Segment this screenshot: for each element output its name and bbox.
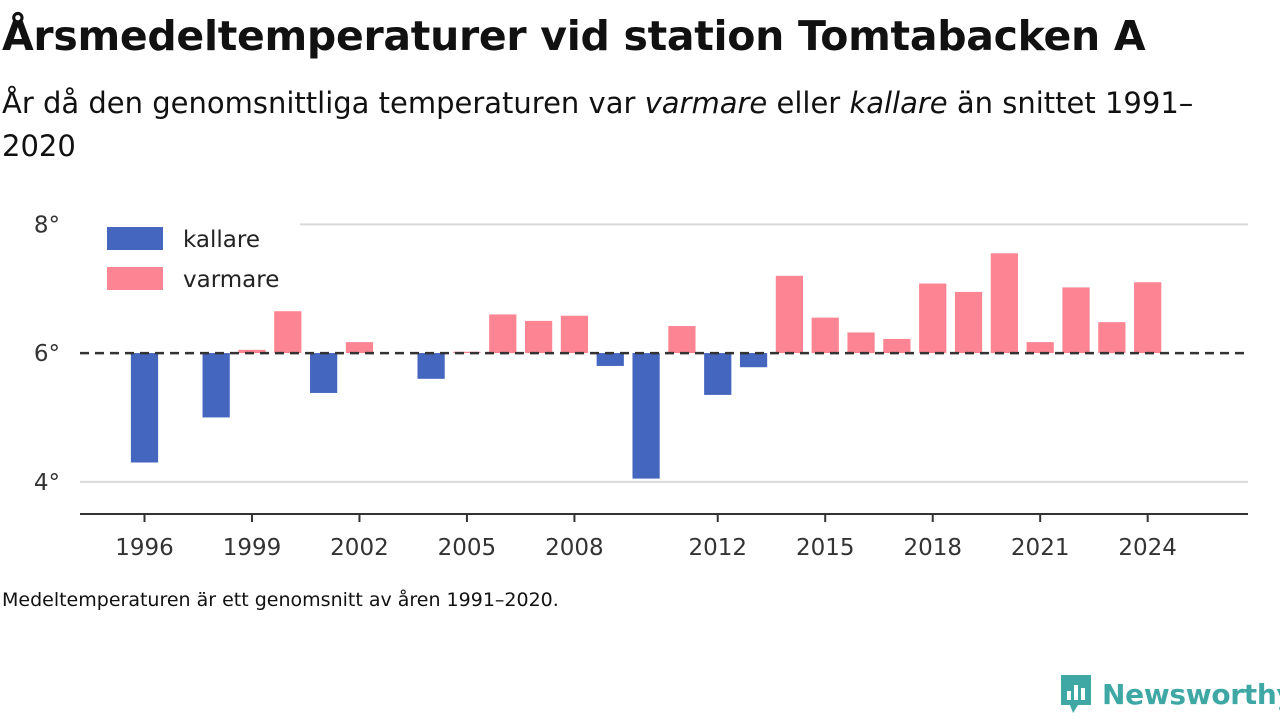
brand-logo: Newsworthy	[1058, 672, 1280, 716]
bars	[130, 253, 1162, 479]
legend-label-varmare: varmare	[183, 267, 279, 293]
x-tick-label-1996: 1996	[115, 535, 174, 561]
brand-name: Newsworthy	[1102, 677, 1280, 711]
y-axis-labels: 4° 6° 8°	[34, 212, 60, 496]
x-tick-label-2018: 2018	[903, 535, 962, 561]
subtitle-part-3: än snittet 1991–2020	[2, 86, 1194, 163]
bar-1999	[238, 349, 266, 354]
x-tick-label-2024: 2024	[1118, 535, 1177, 561]
bar-chart: 1996 1999 2002 2005 2008 2012 2015 2018 2021 2024…	[34, 212, 1248, 561]
bar-2004	[417, 353, 445, 379]
bar-2002	[345, 342, 374, 354]
x-tick-label-2021: 2021	[1011, 535, 1070, 561]
x-tick-label-2008: 2008	[545, 535, 604, 561]
subtitle-part-1: År då den genomsnittliga temperaturen va…	[2, 86, 645, 120]
bar-2011	[668, 326, 696, 354]
subtitle-cold-word: kallare	[849, 86, 948, 120]
x-axis: 1996 1999 2002 2005 2008 2012 2015 2018 2021 2024	[80, 513, 1248, 561]
bar-2024	[1134, 282, 1162, 354]
bar-2017	[883, 338, 911, 354]
legend-swatch-varmare	[107, 267, 163, 290]
bar-2012	[704, 353, 732, 395]
bar-2013	[739, 353, 768, 368]
legend-label-kallare: kallare	[183, 227, 260, 253]
bar-2018	[919, 283, 947, 354]
legend-swatch-kallare	[107, 227, 163, 250]
y-tick-label-8: 8°	[34, 212, 60, 238]
grid-lines	[80, 223, 1248, 483]
bar-2015	[811, 317, 839, 354]
chart-subtitle: År då den genomsnittliga temperaturen va…	[2, 82, 1222, 168]
x-tick-label-2005: 2005	[438, 535, 497, 561]
bar-2008	[560, 315, 589, 354]
bar-1998	[202, 353, 230, 418]
subtitle-part-2: eller	[767, 86, 850, 120]
x-tick-label-1999: 1999	[223, 535, 282, 561]
x-tick-label-2015: 2015	[796, 535, 855, 561]
bar-2001	[310, 353, 338, 393]
x-tick-label-2012: 2012	[688, 535, 747, 561]
legend: kallare varmare	[107, 227, 279, 293]
bar-2010	[632, 353, 660, 479]
bar-2023	[1098, 322, 1126, 354]
chart-title: Årsmedeltemperaturer vid station Tomtaba…	[2, 12, 1146, 60]
bar-2019	[954, 291, 983, 354]
bar-2014	[775, 275, 804, 354]
bar-2016	[847, 332, 875, 354]
bar-2020	[990, 253, 1018, 354]
footnote: Medeltemperaturen är ett genomsnitt av å…	[2, 589, 559, 611]
bar-2005	[453, 351, 481, 354]
bar-2009	[596, 353, 624, 366]
bar-2021	[1026, 342, 1054, 354]
x-tick-label-2002: 2002	[330, 535, 389, 561]
subtitle-warm-word: varmare	[644, 86, 768, 120]
bar-1996	[130, 353, 159, 463]
bar-2022	[1062, 287, 1090, 354]
bar-2007	[524, 320, 553, 354]
y-tick-label-6: 6°	[34, 341, 60, 367]
bar-2000	[274, 311, 302, 354]
y-tick-label-4: 4°	[34, 470, 60, 496]
bar-2006	[489, 314, 517, 354]
newsworthy-logo-icon	[1061, 675, 1091, 713]
